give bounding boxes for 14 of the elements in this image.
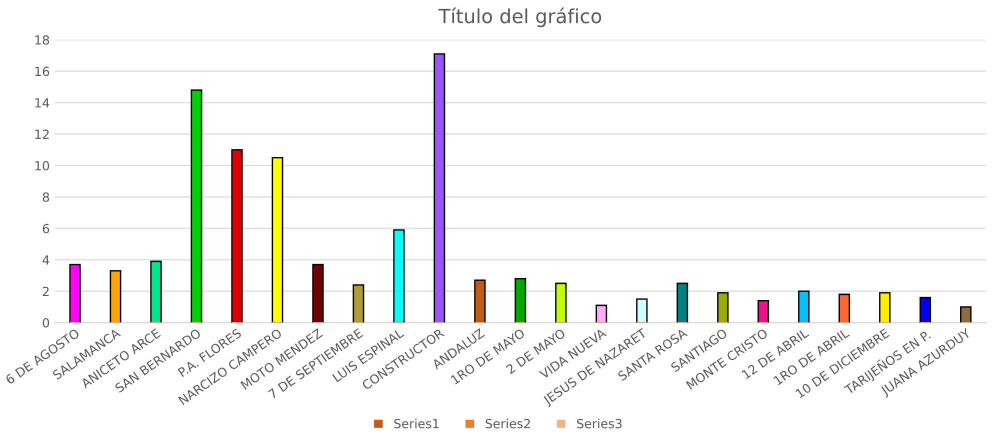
y-tick-label: 16 bbox=[35, 66, 50, 76]
legend-label: Series3 bbox=[577, 418, 622, 428]
y-tick-label: 2 bbox=[42, 286, 49, 296]
y-tick-label: 18 bbox=[35, 35, 50, 45]
y-tick-label: 8 bbox=[42, 192, 50, 202]
y-tick-label: 10 bbox=[35, 160, 50, 170]
y-tick-label: 6 bbox=[42, 224, 50, 234]
y-tick-label: 4 bbox=[42, 255, 50, 265]
y-tick-label: 0 bbox=[42, 318, 50, 328]
y-tick-label: 12 bbox=[35, 130, 49, 139]
legend-label: Series1 bbox=[394, 418, 439, 428]
y-tick-label: 14 bbox=[35, 98, 50, 108]
legend-label: Series2 bbox=[486, 418, 530, 428]
chart-title: Título del gráfico bbox=[438, 8, 602, 28]
